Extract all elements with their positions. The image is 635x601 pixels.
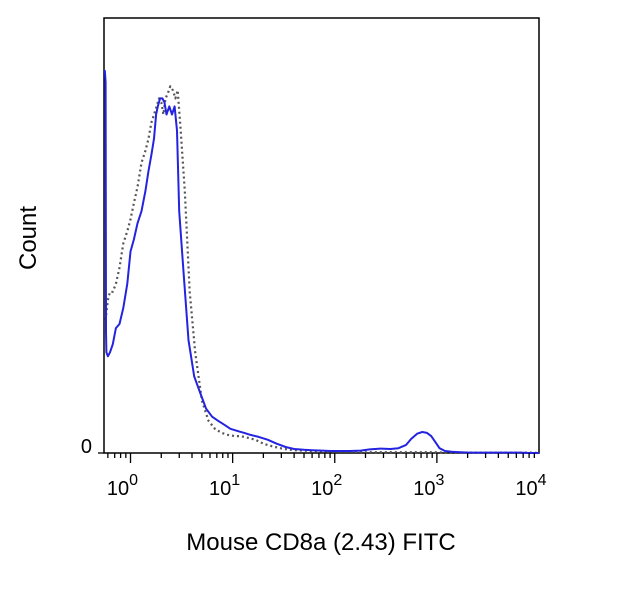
x-axis-title: Mouse CD8a (2.43) FITC <box>186 529 455 556</box>
control-histogram-line <box>104 85 540 455</box>
plot-border <box>103 17 540 454</box>
y-axis-title: Count <box>15 206 42 270</box>
x-tick-label: 102 <box>311 472 342 500</box>
x-tick-label: 100 <box>107 472 138 500</box>
x-tick-label: 104 <box>515 472 546 500</box>
series-layer <box>103 70 540 455</box>
plot-frame <box>103 17 540 454</box>
stained-histogram-line <box>103 70 539 454</box>
x-tick-label: 103 <box>413 472 444 500</box>
x-tick-label: 101 <box>209 472 240 500</box>
y-tick-label: 0 <box>81 436 92 458</box>
x-axis-ticks: 100 101 102 103 104 <box>107 453 547 500</box>
y-axis-ticks: 0 <box>81 436 104 458</box>
